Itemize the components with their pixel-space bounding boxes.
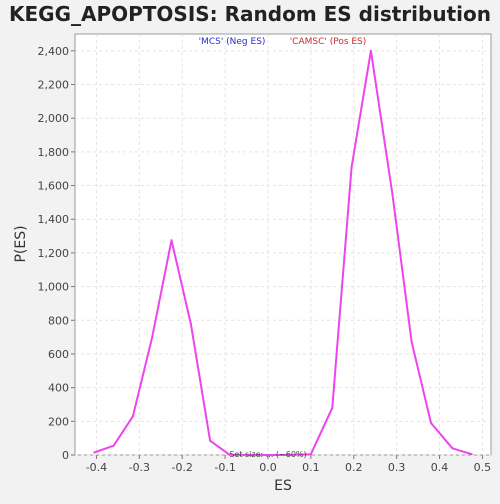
x-tick-label: -0.4 [86, 461, 107, 474]
chart-title: KEGG_APOPTOSIS: Random ES distribution [9, 2, 491, 26]
data-point [228, 453, 231, 456]
x-tick-label: 0.0 [259, 461, 277, 474]
data-point [286, 454, 289, 456]
data-point [331, 406, 334, 409]
y-tick-label: 2,400 [38, 45, 70, 58]
plot-area [74, 33, 492, 456]
y-tick-label: 2,200 [38, 79, 70, 92]
data-point [189, 322, 192, 325]
x-axis-ticks: -0.4 -0.3 -0.2 -0.1 0.0 0.1 0.2 0.3 0.4 0.5 [86, 455, 491, 474]
y-tick-label: 600 [48, 348, 69, 361]
x-axis-label: ES [274, 478, 292, 494]
x-tick-label: -0.1 [214, 461, 235, 474]
data-point [309, 453, 312, 456]
data-point [369, 49, 372, 52]
y-tick-label: 400 [48, 382, 69, 395]
legend-item-neg: 'MCS' (Neg ES) [199, 37, 266, 47]
data-point [93, 451, 96, 454]
data-point [112, 444, 115, 447]
y-tick-label: 1,800 [38, 146, 70, 159]
data-point [151, 336, 154, 339]
legend-item-pos: 'CAMSC' (Pos ES) [290, 37, 367, 47]
grid-lines [75, 34, 491, 456]
x-tick-label: 0.2 [345, 461, 363, 474]
y-tick-label: 800 [48, 314, 69, 327]
y-axis-label: P(ES) [13, 225, 29, 262]
data-point [266, 454, 269, 456]
data-point [429, 422, 432, 425]
y-tick-label: 1,400 [38, 213, 70, 226]
data-point [391, 192, 394, 195]
data-point [247, 454, 250, 456]
y-tick-label: 1,200 [38, 247, 70, 260]
x-tick-label: 0.1 [302, 461, 320, 474]
y-tick-label: 1,600 [38, 180, 70, 193]
x-tick-label: 0.3 [388, 461, 406, 474]
x-tick-label: 0.4 [431, 461, 449, 474]
data-point [209, 439, 212, 442]
x-tick-label: -0.3 [129, 461, 150, 474]
series-group [93, 49, 473, 456]
data-point [131, 415, 134, 418]
y-axis-ticks: 0 200 400 600 800 1,000 1,200 1,400 1,600 1,800 2,… [38, 45, 75, 462]
x-tick-label: 0.5 [474, 461, 492, 474]
chart-annotation: Set size: ... (~60%) [229, 450, 306, 459]
data-point [451, 447, 454, 450]
y-tick-label: 1,000 [38, 281, 70, 294]
series-line [93, 49, 472, 456]
y-tick-label: 200 [48, 415, 69, 428]
y-tick-label: 2,000 [38, 112, 70, 125]
y-tick-label: 0 [62, 449, 69, 462]
data-point [410, 341, 413, 344]
data-point [170, 239, 173, 242]
data-point [350, 166, 353, 169]
data-point [470, 453, 473, 456]
x-tick-label: -0.2 [171, 461, 192, 474]
